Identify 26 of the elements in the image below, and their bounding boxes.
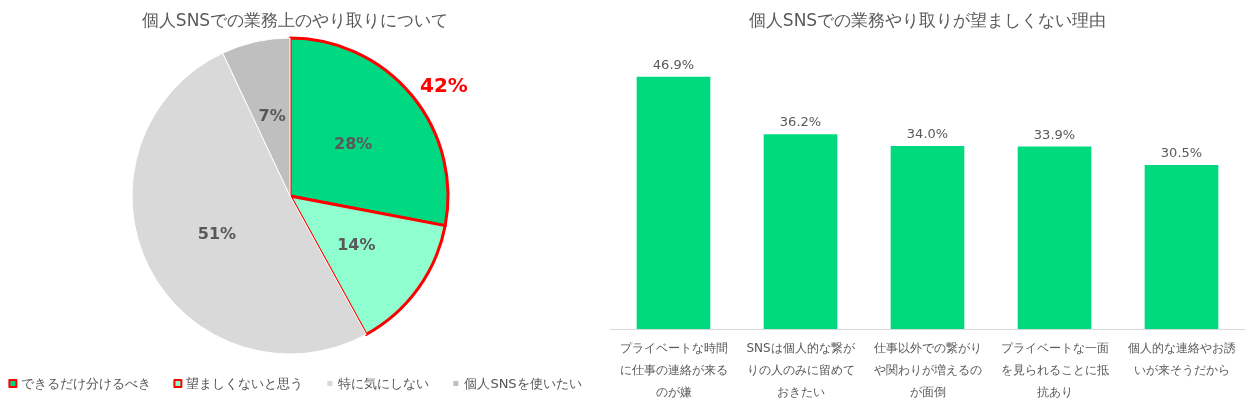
data-label: 36.2% [779,114,822,130]
bar [763,134,838,329]
x-tick-label: SNSは個人的な繋がりの人のみに留めておきたい [746,341,856,399]
x-tick-label: プライベートな一面を見られることに抵抗あり [1000,341,1109,399]
legend-label: できるだけ分けるべき [21,376,152,391]
bar [1017,146,1092,329]
text: 42% [420,73,468,97]
bar [890,146,965,329]
x-tick-label: 個人的な連絡やお誘いが来そうだから [1127,341,1236,377]
chart-title: 個人SNSでの業務上のやり取りについて [141,9,449,30]
bar [636,76,711,329]
data-label: 14% [337,234,376,254]
data-label: 51% [197,223,237,243]
legend-label: 特に気にしない [338,376,430,391]
data-label: 30.5% [1160,144,1203,160]
data-label: 46.9% [652,56,695,72]
data-label: 28% [334,134,373,154]
x-tick-label: 仕事以外での繋がりや関わりが増えるのが面倒 [872,341,982,399]
x-tick-label: プライベートな時間に仕事の連絡が来るのが嫌 [619,341,728,399]
legend-label: 望ましくないと思う [186,376,304,391]
data-label: 33.9% [1033,126,1076,142]
chart-title: 個人SNSでの業務やり取りが望ましくない理由 [748,9,1107,30]
data-label: 7% [258,106,286,126]
data-label: 34.0% [906,126,949,142]
legend-label: 個人SNSを使いたい [464,376,582,391]
bar [1144,164,1219,329]
